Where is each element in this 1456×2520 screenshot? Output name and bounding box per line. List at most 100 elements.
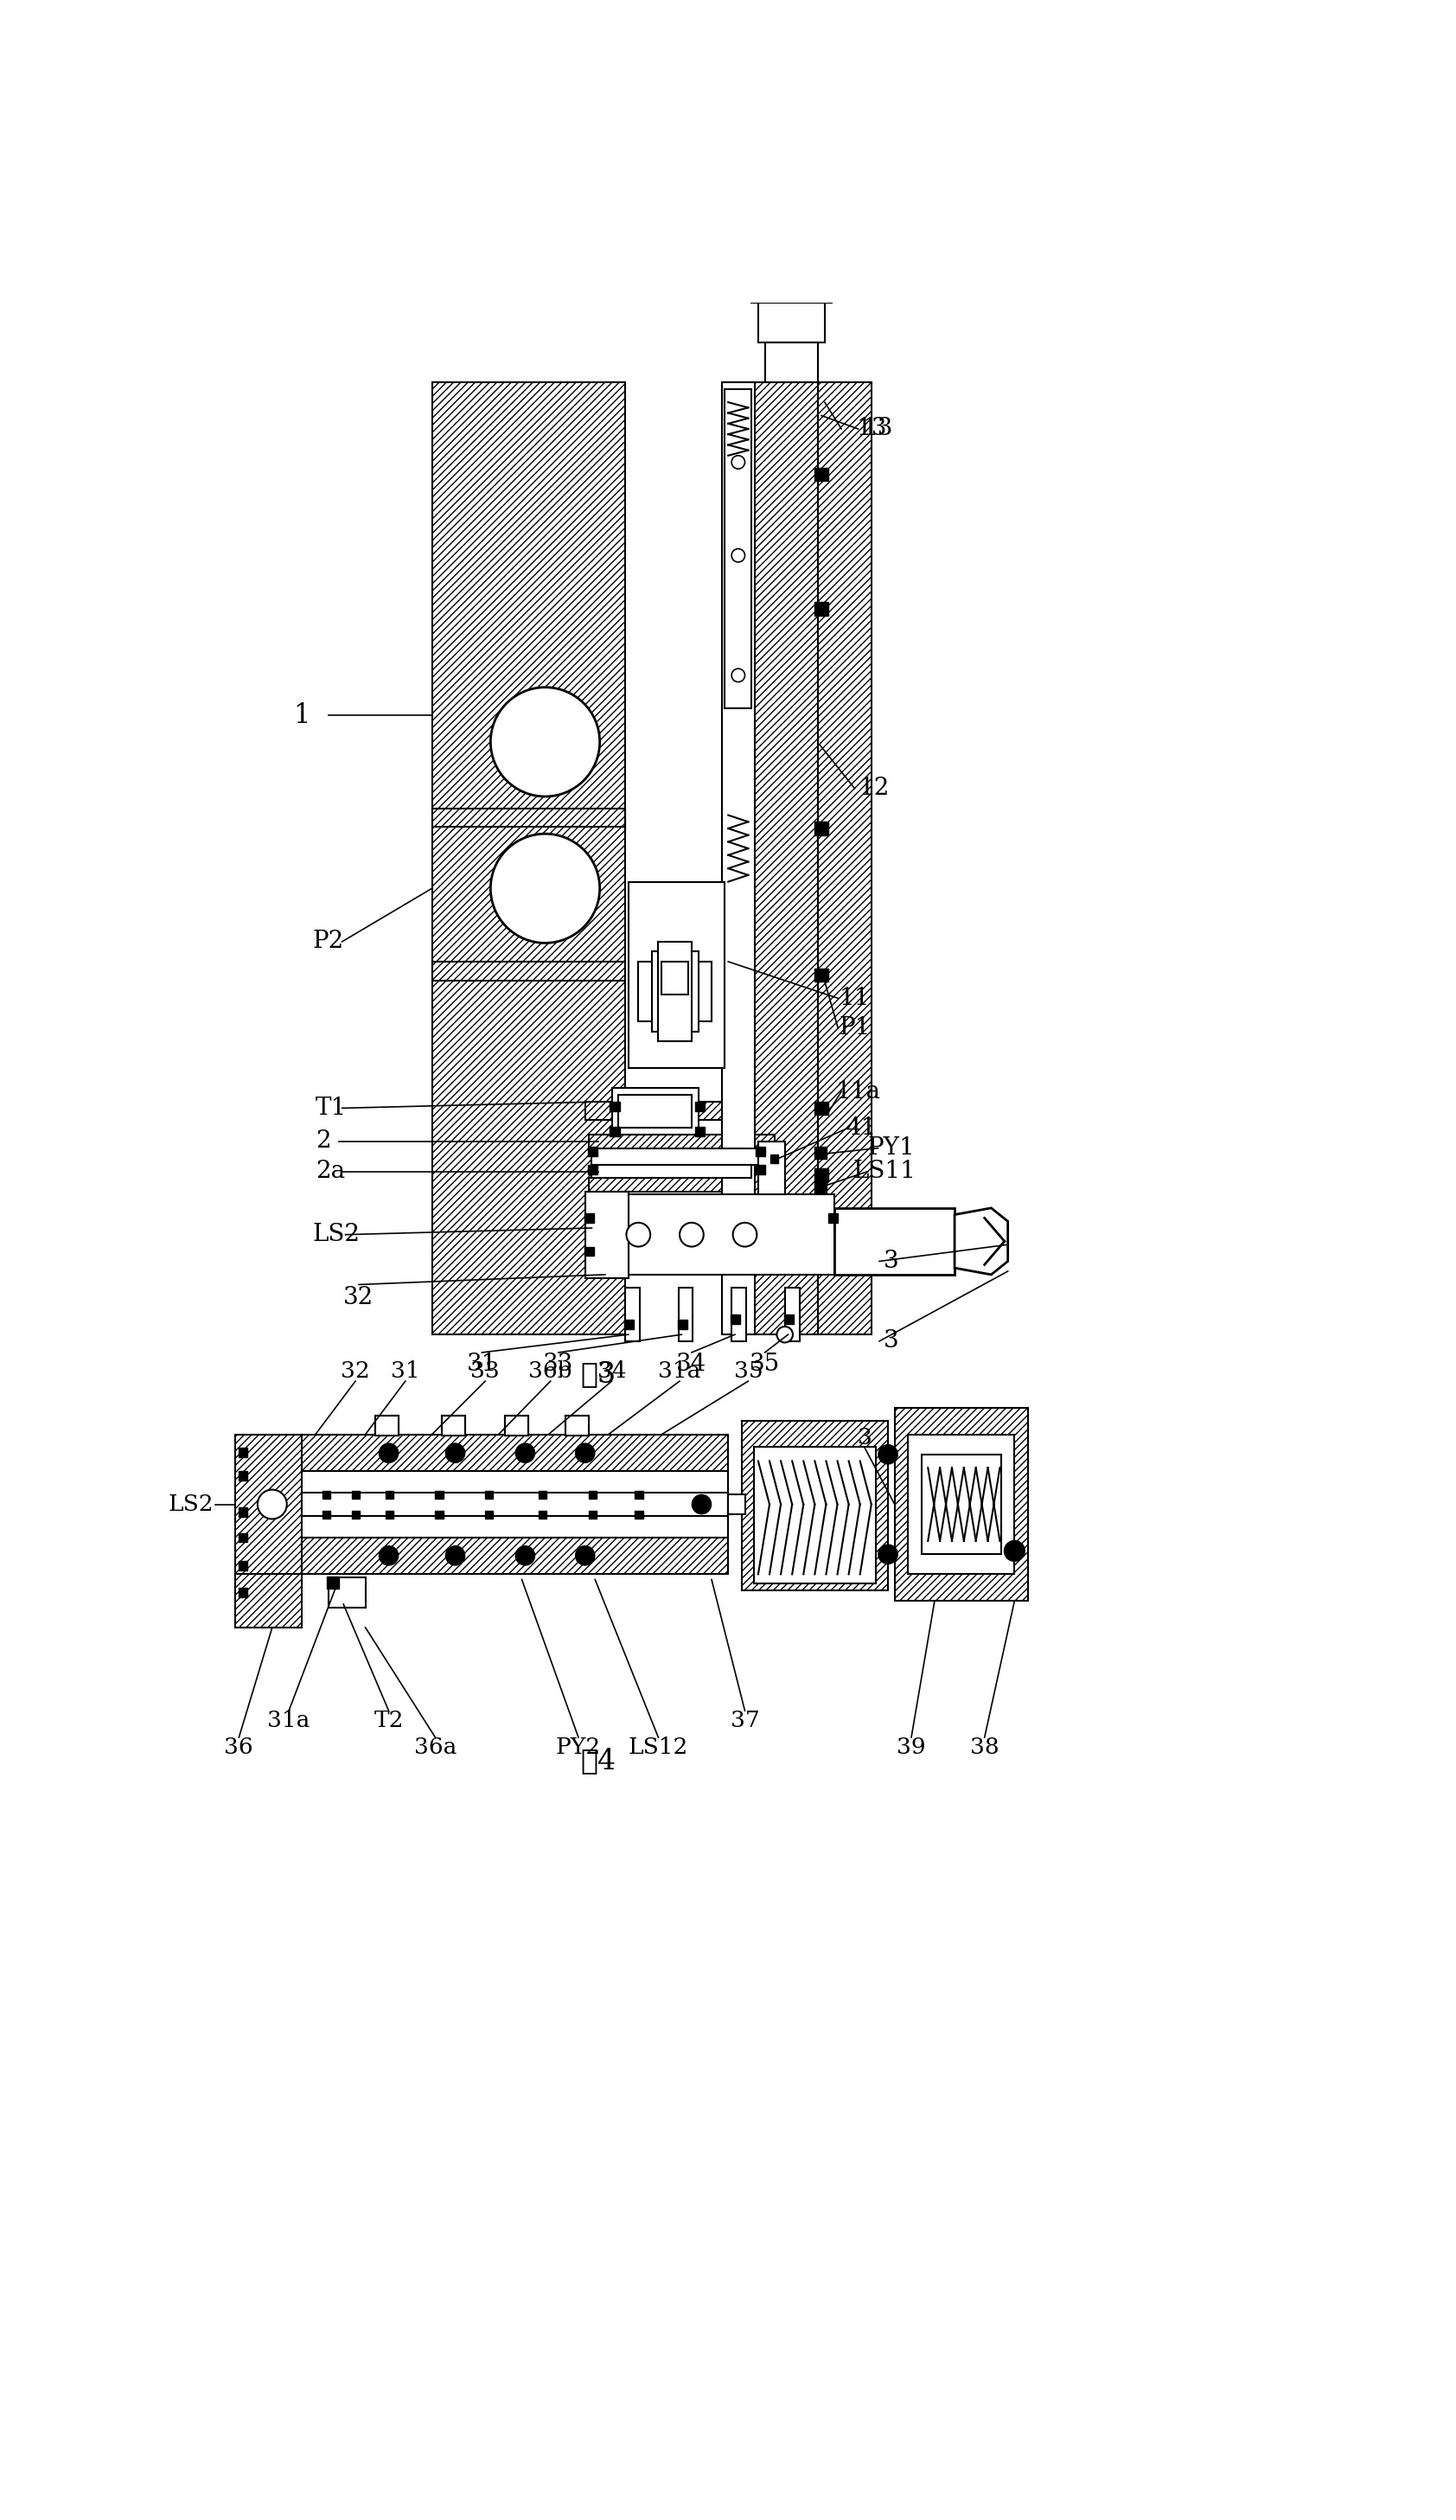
Text: 13: 13 (863, 418, 894, 441)
Bar (722, 383, 754, 1336)
Bar (505, 1416, 529, 1436)
Bar (352, 1492, 360, 1499)
Bar (505, 1416, 529, 1436)
Bar (435, 1492, 443, 1499)
Bar (329, 1578, 365, 1608)
Text: 36a: 36a (414, 1736, 457, 1759)
Bar (922, 1454, 1002, 1555)
Bar (588, 1194, 629, 1275)
Text: 34: 34 (597, 1361, 626, 1381)
Circle shape (380, 1547, 397, 1565)
Bar (909, 1434, 1015, 1575)
Text: 11: 11 (839, 985, 871, 1011)
Bar (638, 963, 712, 1021)
Bar (731, 1315, 740, 1323)
Text: 1: 1 (294, 703, 310, 728)
Bar (539, 1492, 546, 1499)
Bar (728, 1494, 745, 1515)
Circle shape (491, 688, 600, 796)
Polygon shape (955, 1207, 1008, 1275)
Bar (815, 968, 828, 983)
Bar (591, 1164, 751, 1177)
Text: 35: 35 (750, 1353, 780, 1376)
Bar (539, 1512, 546, 1520)
Bar (376, 1416, 399, 1436)
Bar (815, 1169, 828, 1182)
Text: P2: P2 (312, 930, 344, 953)
Bar (629, 983, 642, 1016)
Text: LS12: LS12 (629, 1736, 689, 1759)
Bar (588, 1147, 597, 1157)
Bar (756, 1147, 764, 1157)
Text: 3: 3 (858, 1426, 872, 1449)
Text: 32: 32 (344, 1285, 374, 1310)
Text: PY1: PY1 (868, 1137, 914, 1159)
Bar (725, 383, 818, 1336)
Bar (326, 1575, 339, 1588)
Text: 13: 13 (856, 418, 887, 441)
Bar (818, 383, 871, 1336)
Circle shape (680, 1222, 703, 1247)
Bar (432, 963, 625, 980)
Bar (635, 1512, 644, 1520)
Circle shape (731, 456, 745, 469)
Bar (695, 1126, 705, 1137)
Text: 3: 3 (884, 1250, 898, 1273)
Bar (386, 1512, 393, 1520)
Bar (610, 1126, 620, 1137)
Bar (322, 1492, 331, 1499)
Bar (894, 1409, 1028, 1600)
Text: 41: 41 (846, 1116, 877, 1139)
Circle shape (446, 1547, 464, 1565)
Bar (695, 1101, 705, 1111)
Bar (236, 1434, 303, 1628)
Circle shape (626, 1222, 651, 1247)
Circle shape (515, 1547, 534, 1565)
Bar (239, 1560, 248, 1570)
Bar (352, 1512, 360, 1520)
Bar (661, 963, 689, 995)
Bar (303, 1472, 728, 1537)
Bar (588, 1164, 597, 1174)
Text: P1: P1 (839, 1016, 871, 1041)
Bar (239, 1446, 248, 1457)
Text: 33: 33 (543, 1353, 574, 1376)
Text: 37: 37 (731, 1711, 760, 1731)
Circle shape (258, 1489, 287, 1520)
Bar (485, 1492, 494, 1499)
Bar (585, 1101, 725, 1119)
Bar (815, 1182, 827, 1194)
Bar (584, 1247, 594, 1255)
Bar (485, 1512, 494, 1520)
Bar (751, 262, 831, 302)
Bar (678, 1288, 693, 1341)
Bar (588, 1512, 597, 1520)
Bar (303, 1492, 728, 1517)
Bar (588, 1492, 597, 1499)
Bar (741, 1421, 888, 1590)
Bar (588, 1177, 754, 1192)
Bar (754, 1446, 877, 1583)
Text: 2a: 2a (316, 1159, 345, 1182)
Bar (322, 1512, 331, 1520)
Bar (239, 1588, 248, 1598)
Bar (584, 1212, 594, 1222)
Text: 11a: 11a (836, 1079, 881, 1104)
Bar (239, 1472, 248, 1479)
Bar (588, 1134, 775, 1149)
Text: T1: T1 (316, 1096, 347, 1119)
Bar (588, 1194, 629, 1275)
Bar (565, 1416, 588, 1436)
Bar (303, 1434, 728, 1472)
Bar (708, 983, 728, 1016)
Bar (785, 1288, 799, 1341)
Bar (236, 1575, 303, 1628)
Circle shape (731, 549, 745, 562)
Bar (443, 1416, 466, 1436)
Text: LS2: LS2 (167, 1494, 214, 1515)
Circle shape (446, 1444, 464, 1462)
Bar (432, 383, 625, 1336)
Bar (731, 1288, 747, 1341)
Bar (591, 1149, 764, 1164)
Bar (239, 1507, 248, 1517)
